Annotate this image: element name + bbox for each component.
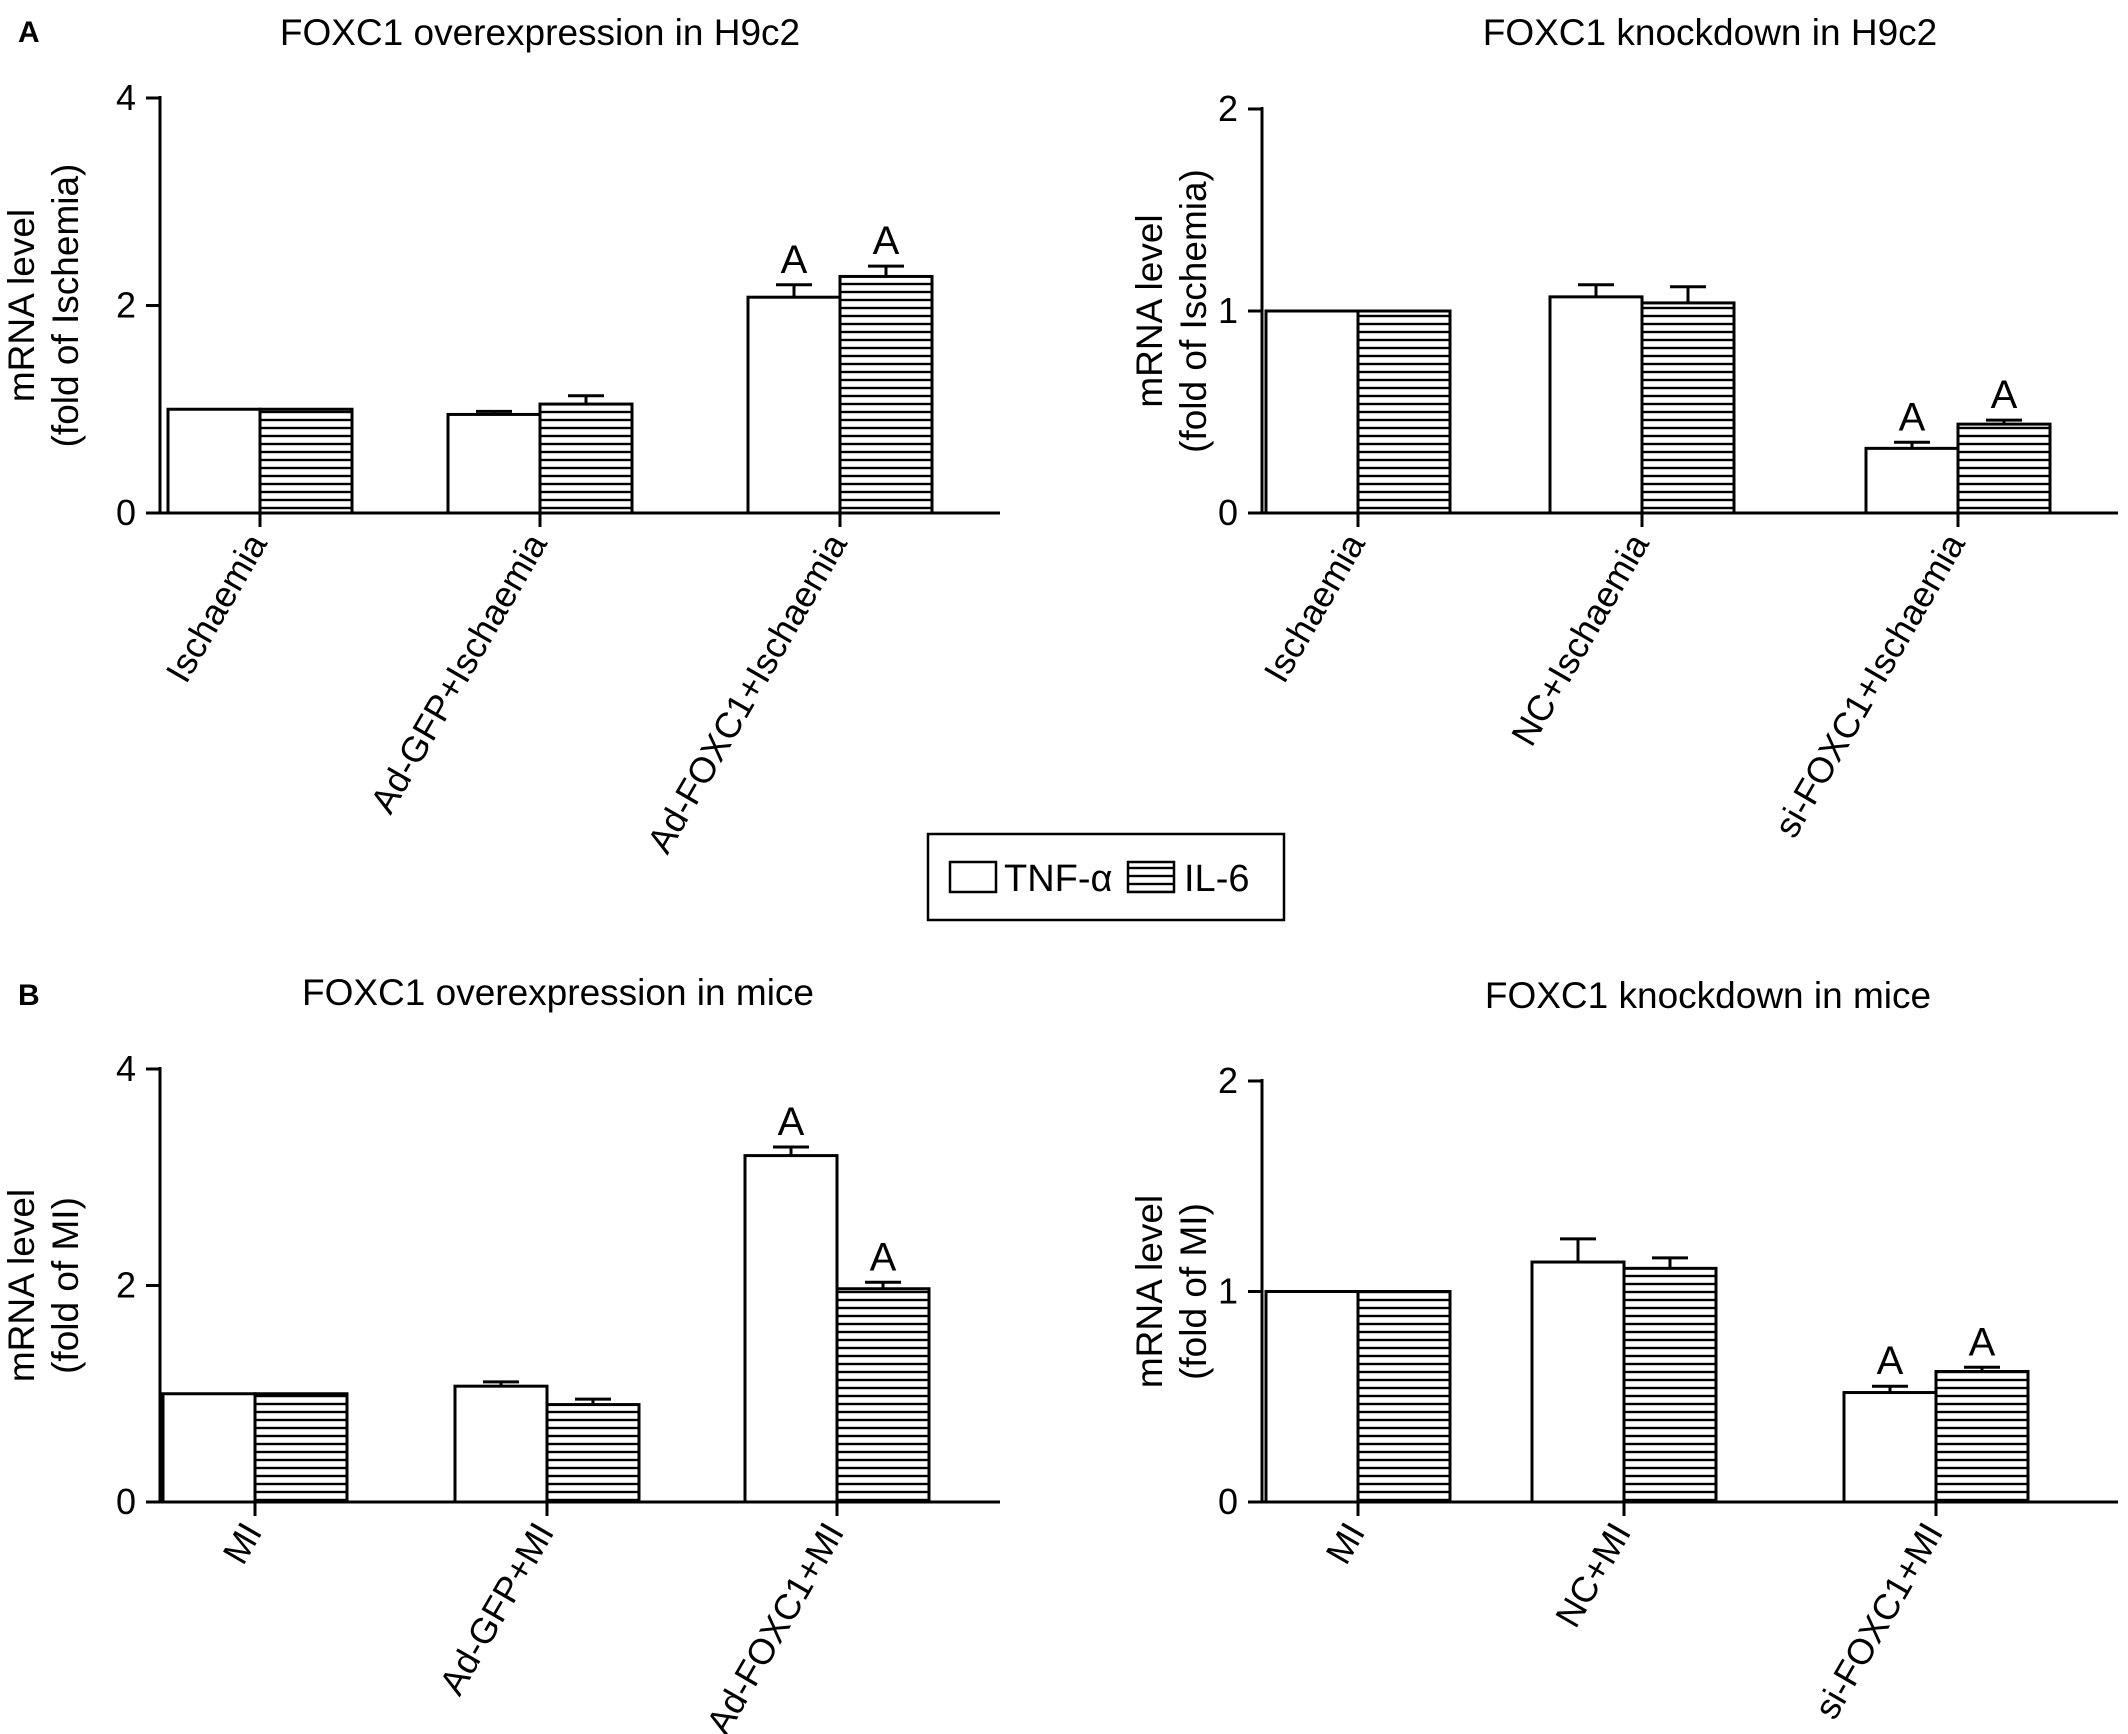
- chart-title: FOXC1 overexpression in H9c2: [280, 12, 800, 53]
- chart-4: FOXC1 knockdown in mice mRNA level(fold o…: [1129, 975, 2118, 1726]
- x-category-label: MI: [214, 1516, 270, 1571]
- panel-label-b: B: [18, 979, 40, 1012]
- y-tick-label: 0: [1218, 492, 1238, 533]
- bar-il6: [538, 402, 634, 515]
- y-axis-label-line1: mRNA level: [1129, 1195, 1170, 1388]
- significance-mark: A: [870, 1235, 897, 1279]
- bar-il6: [835, 1287, 931, 1504]
- y-axis-label-line2: (fold of MI): [1173, 1203, 1214, 1380]
- bar-il6: [1356, 309, 1452, 515]
- y-tick-label: 1: [1218, 290, 1238, 331]
- y-tick-label: 0: [116, 1481, 136, 1522]
- y-tick-label: 4: [116, 77, 136, 118]
- y-tick-label: 0: [116, 492, 136, 533]
- x-category-label: Ad-FOXC1+Ischaemia: [639, 526, 856, 860]
- y-axis-label-line1: mRNA level: [1129, 214, 1170, 407]
- bar-il6: [545, 1403, 641, 1504]
- bar-tnf: [161, 1392, 257, 1504]
- bar-il6: [1956, 422, 2052, 515]
- bar-il6: [838, 274, 934, 515]
- bar-il6: [258, 407, 354, 515]
- bar-il6: [1934, 1369, 2030, 1504]
- y-axis-label-line2: (fold of Ischemia): [1173, 169, 1214, 453]
- bar-tnf: [446, 412, 542, 515]
- significance-mark: A: [781, 238, 808, 282]
- bar-tnf: [743, 1154, 839, 1504]
- x-category-label: Ischaemia: [1255, 526, 1373, 689]
- significance-mark: A: [778, 1100, 805, 1144]
- legend-label-tnf: TNF-α: [1004, 858, 1113, 900]
- y-tick-label: 2: [116, 1265, 136, 1306]
- chart-title: FOXC1 overexpression in mice: [302, 972, 814, 1013]
- bar-il6: [1622, 1266, 1718, 1504]
- y-axis-label-line2: (fold of Ischemia): [45, 164, 86, 448]
- bar-tnf: [1530, 1260, 1626, 1504]
- legend-swatch-tnf: [948, 860, 998, 894]
- y-tick-label: 1: [1218, 1271, 1238, 1312]
- x-category-label: Ad-GFP+MI: [431, 1516, 562, 1702]
- significance-mark: A: [873, 219, 900, 263]
- panel-label-a: A: [18, 16, 40, 49]
- significance-mark: A: [1899, 395, 1926, 439]
- legend-swatch-il6: [1126, 860, 1176, 894]
- legend-label-il6: IL-6: [1184, 858, 1249, 900]
- bar-il6: [1356, 1290, 1452, 1504]
- bar-tnf: [1864, 446, 1960, 515]
- x-category-label: si-FOXC1+MI: [1806, 1516, 1951, 1726]
- significance-mark: A: [1991, 373, 2018, 417]
- significance-mark: A: [1877, 1339, 1904, 1383]
- x-category-label: si-FOXC1+Ischaemia: [1766, 526, 1974, 844]
- bar-tnf: [1264, 309, 1360, 515]
- y-axis-label-line1: mRNA level: [1, 1189, 42, 1382]
- significance-mark: A: [1969, 1320, 1996, 1364]
- x-category-label: NC+MI: [1547, 1516, 1639, 1634]
- bar-tnf: [1548, 295, 1644, 515]
- x-category-label: NC+Ischaemia: [1503, 526, 1658, 753]
- y-tick-label: 2: [116, 285, 136, 326]
- bar-tnf: [166, 407, 262, 515]
- y-axis-label: mRNA level(fold of Ischemia): [1, 164, 86, 448]
- x-category-label: MI: [1317, 1516, 1373, 1571]
- y-tick-label: 0: [1218, 1481, 1238, 1522]
- bar-tnf: [1842, 1391, 1938, 1504]
- bar-il6: [253, 1392, 349, 1504]
- y-axis-label-line2: (fold of MI): [45, 1197, 86, 1374]
- x-category-label: Ischaemia: [157, 526, 275, 689]
- chart-3: FOXC1 overexpression in mice mRNA level(f…: [1, 972, 1000, 1734]
- x-category-label: Ad-FOXC1+MI: [698, 1516, 852, 1734]
- bar-il6: [1640, 301, 1736, 515]
- y-axis-label: mRNA level(fold of MI): [1129, 1195, 1214, 1388]
- y-tick-label: 2: [1218, 1060, 1238, 1101]
- chart-title: FOXC1 knockdown in mice: [1485, 975, 1931, 1016]
- y-axis-label: mRNA level(fold of Ischemia): [1129, 169, 1214, 453]
- chart-1: FOXC1 overexpression in H9c2 mRNA level(f…: [1, 12, 1000, 860]
- legend: TNF-α IL-6: [926, 832, 1286, 922]
- y-axis-label-line1: mRNA level: [1, 209, 42, 402]
- bar-tnf: [746, 295, 842, 515]
- y-tick-label: 2: [1218, 88, 1238, 129]
- y-axis-label: mRNA level(fold of MI): [1, 1189, 86, 1382]
- x-category-label: Ad-GFP+Ischaemia: [362, 526, 556, 820]
- chart-2: FOXC1 knockdown in H9c2 mRNA level(fold o…: [1129, 12, 2118, 844]
- chart-title: FOXC1 knockdown in H9c2: [1483, 12, 1937, 53]
- bar-tnf: [453, 1384, 549, 1504]
- y-tick-label: 4: [116, 1048, 136, 1089]
- bar-tnf: [1264, 1290, 1360, 1504]
